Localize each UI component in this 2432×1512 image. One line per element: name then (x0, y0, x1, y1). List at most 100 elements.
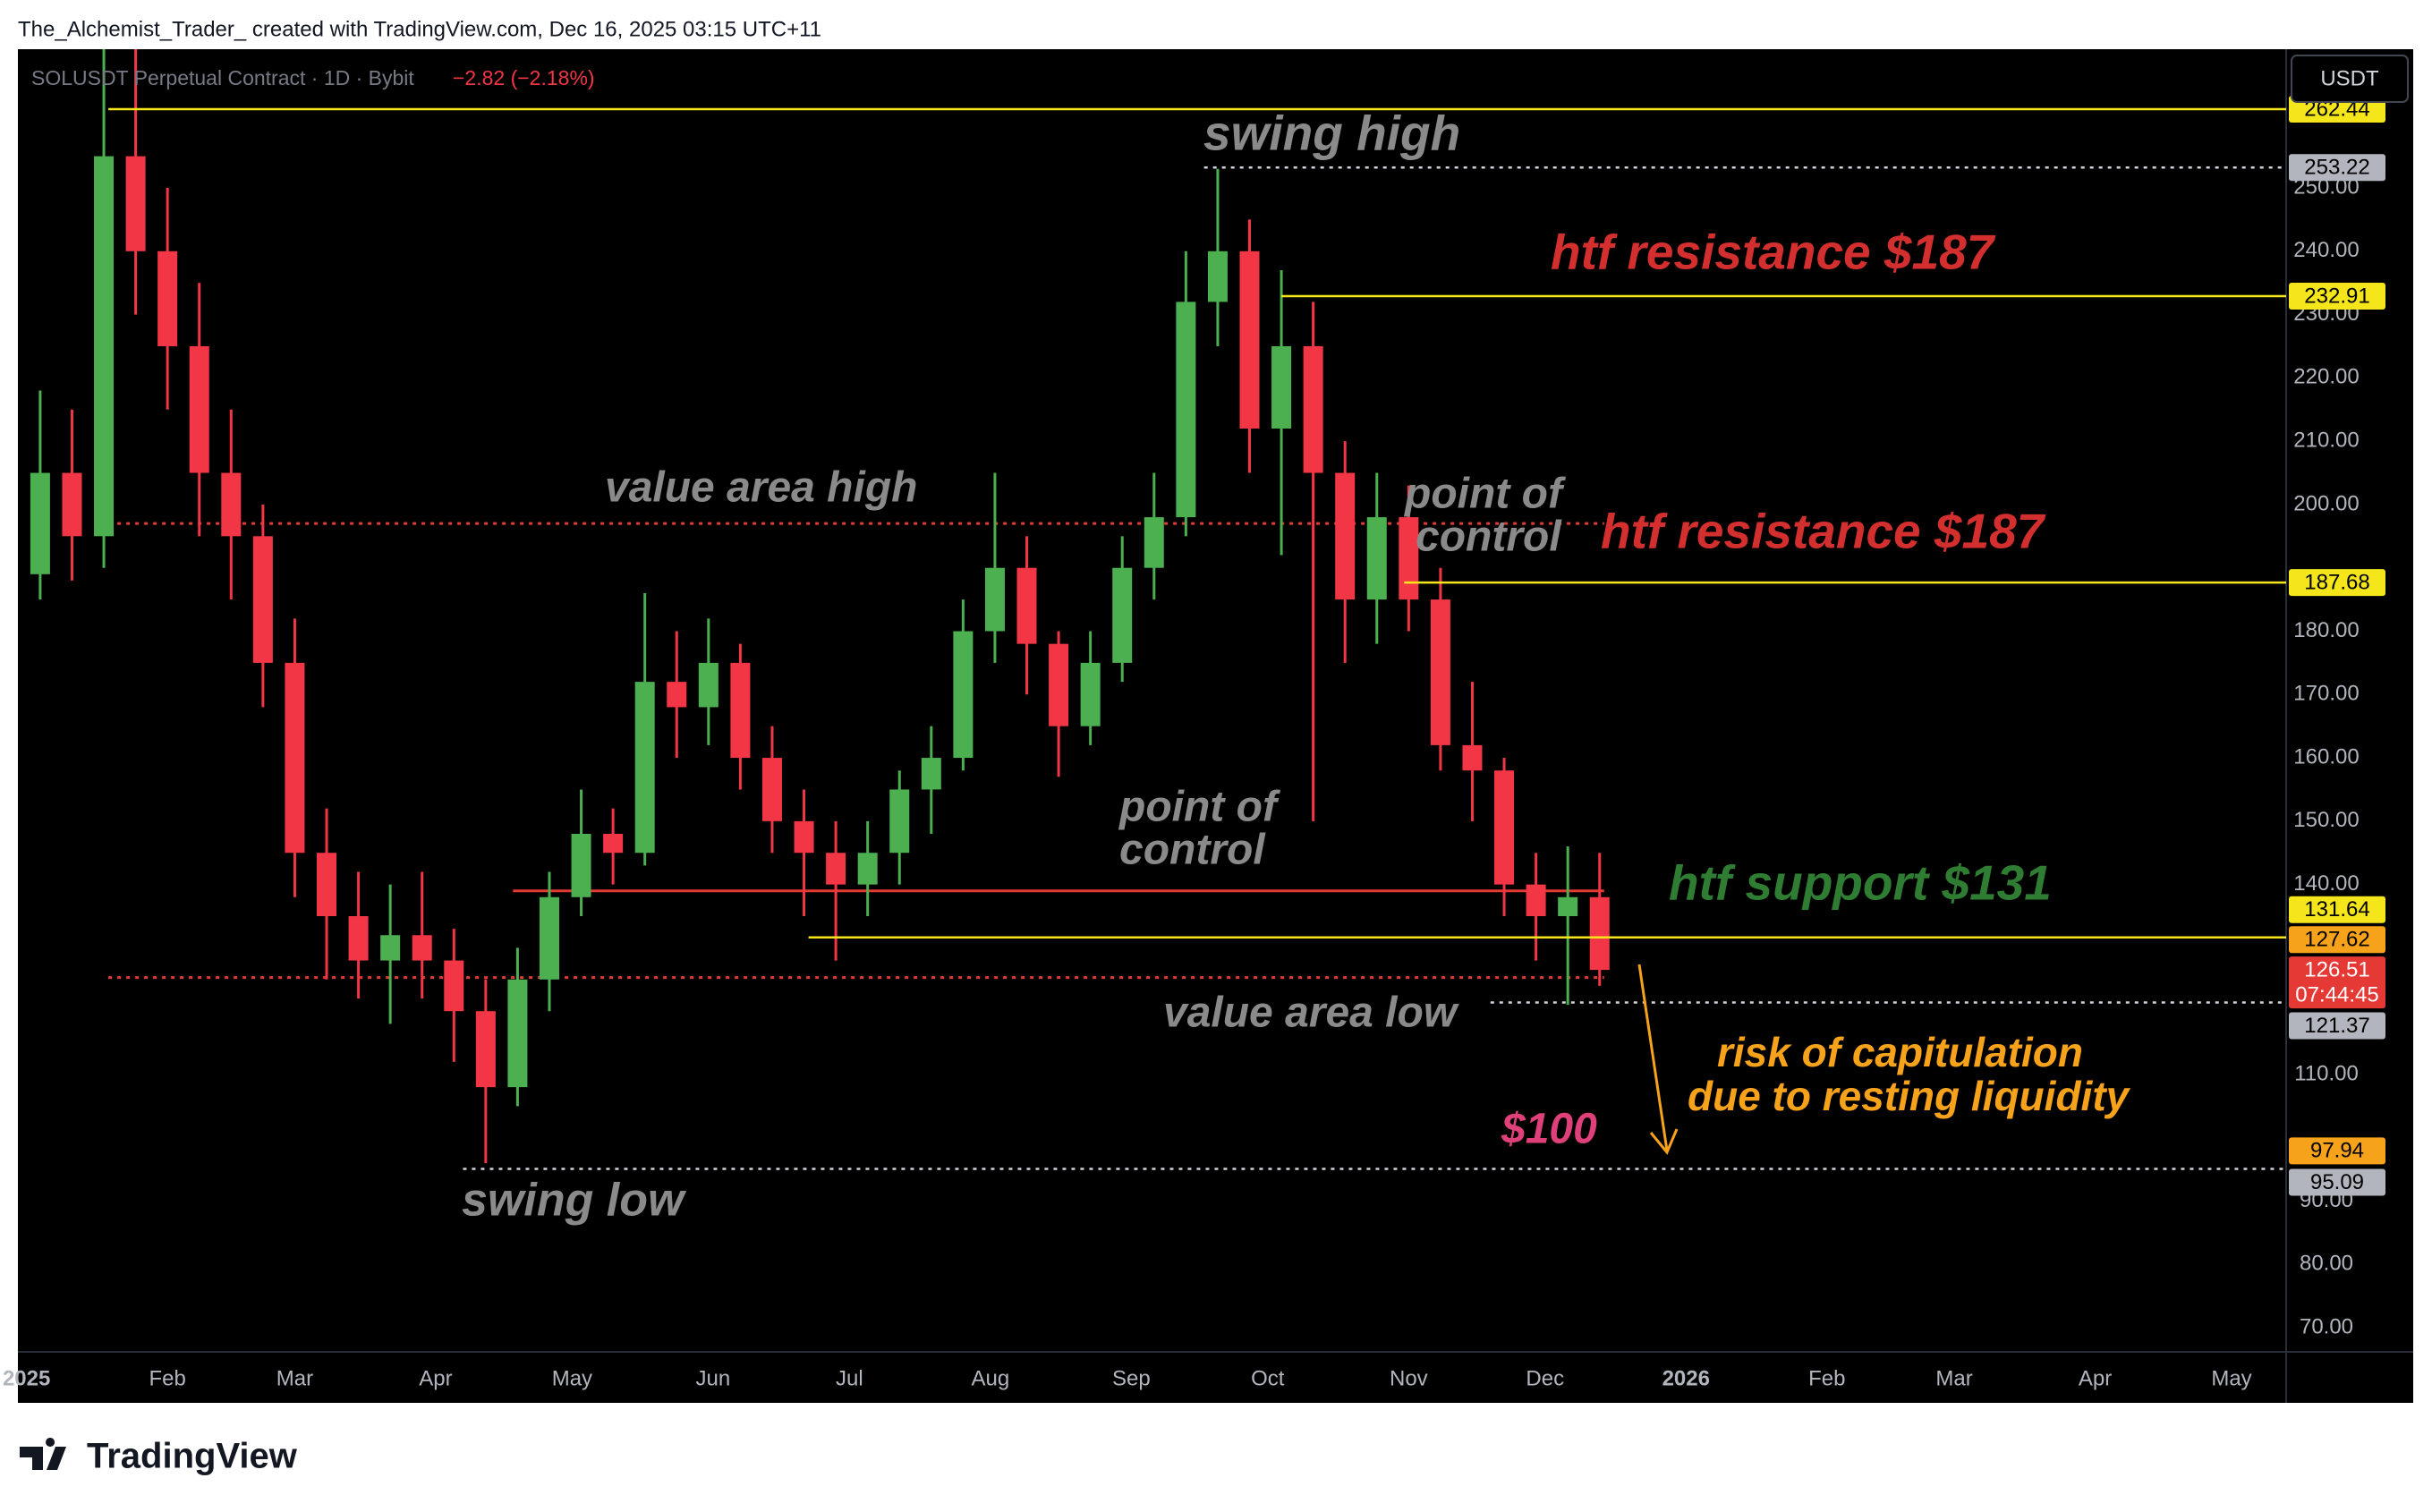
candle-body (412, 935, 432, 961)
annotation: control (1119, 827, 1266, 874)
candle-body (634, 682, 655, 854)
candle-body (189, 345, 209, 473)
candle-body (539, 896, 559, 980)
candle-body (571, 833, 591, 897)
x-tick-label: Dec (1526, 1366, 1564, 1390)
annotation: swing high (1203, 106, 1460, 161)
candle-body (62, 472, 82, 537)
y-tick-label: 110.00 (2294, 1061, 2359, 1085)
capitulation-arrow (1637, 964, 1679, 1155)
x-tick-label: 2026 (1662, 1366, 1710, 1390)
annotation: swing low (462, 1175, 687, 1227)
x-tick-label: Feb (1808, 1366, 1845, 1390)
candle-body (1271, 345, 1292, 429)
candle-body (730, 662, 751, 759)
candle-body (125, 156, 146, 251)
level-label-box (2289, 896, 2385, 923)
annotation: value area high (605, 464, 917, 512)
candle-body (1462, 744, 1483, 771)
x-tick-label: Jun (696, 1366, 731, 1390)
y-tick-label: 180.00 (2293, 618, 2359, 642)
candle-body (157, 251, 178, 346)
level-label-box (2289, 926, 2385, 954)
candle-body (794, 820, 814, 854)
y-tick-label: 80.00 (2300, 1252, 2353, 1276)
x-tick-label: Aug (972, 1366, 1010, 1390)
candle-body (285, 662, 305, 854)
level-label-box (2289, 1012, 2385, 1040)
plot (30, 49, 2286, 1170)
countdown: 07:44:45 (2295, 982, 2378, 1007)
candle-body (1080, 662, 1101, 726)
level-label: 187.68 (2304, 570, 2369, 594)
candle-body (1366, 517, 1387, 600)
symbol: SOLUSDT Perpetual Contract · 1D · Bybit (31, 66, 414, 89)
y-tick-label: 150.00 (2293, 808, 2359, 832)
level-label: 253.22 (2304, 156, 2369, 180)
level-label: 126.51 (2304, 957, 2369, 981)
x-tick-label: 2025 (3, 1366, 50, 1390)
logo-text: TradingView (87, 1437, 298, 1476)
x-tick-label: May (2211, 1366, 2251, 1390)
level-label-box (2289, 1137, 2385, 1165)
annotation: due to resting liquidity (1688, 1073, 2131, 1119)
candle-body (1526, 884, 1546, 917)
candle-body (1303, 345, 1323, 473)
candle-body (1430, 599, 1450, 745)
candle-body (348, 916, 369, 961)
x-tick-label: Sep (1112, 1366, 1151, 1390)
candle-body (507, 979, 528, 1088)
currency-button[interactable] (2291, 55, 2409, 103)
level-label: 121.37 (2304, 1014, 2369, 1038)
candle-body (761, 758, 782, 821)
candle-body (1494, 770, 1515, 885)
x-tick-label: Oct (1251, 1366, 1285, 1390)
level-label: 232.91 (2304, 284, 2369, 308)
candle-body (984, 567, 1005, 632)
candle-body (444, 960, 464, 1012)
level-label: 95.09 (2310, 1170, 2364, 1194)
x-tick-label: Mar (276, 1366, 313, 1390)
candle-body (475, 1011, 496, 1088)
candle-body (1112, 567, 1133, 663)
candle-body (1589, 896, 1610, 971)
level-label: 131.64 (2304, 897, 2369, 922)
annotation: $100 (1501, 1106, 1597, 1153)
annotation: risk of capitulation (1717, 1029, 2083, 1075)
axes: 2025 Feb Mar Apr May Jun Jul Aug Sep Oct Nov Dec 202… (3, 95, 2385, 1390)
candle-body (317, 853, 337, 917)
candle-body (252, 536, 273, 663)
candle-body (953, 631, 974, 759)
annotation: value area low (1163, 990, 1459, 1037)
level-label-box (2289, 154, 2385, 182)
y-tick-label: 220.00 (2293, 365, 2359, 389)
x-tick-label: Jul (836, 1366, 863, 1390)
annotation: htf support $131 (1669, 855, 2052, 911)
level-label-box (2289, 569, 2385, 597)
candle-body (889, 789, 910, 854)
candle-body (1558, 896, 1578, 917)
y-tick-label: 140.00 (2293, 871, 2359, 896)
candle-body (1176, 302, 1196, 518)
candle-body (1016, 567, 1037, 644)
annotation: point of (1403, 471, 1566, 518)
x-tick-label: Mar (1935, 1366, 1972, 1390)
logo-icon (20, 1438, 66, 1470)
candle-body (1144, 517, 1164, 568)
candle-body (857, 853, 878, 885)
credit: The_Alchemist_Trader_ created with Tradi… (18, 17, 821, 41)
y-tick-label: 240.00 (2293, 238, 2359, 262)
level-label-box (2289, 282, 2385, 310)
annotation: htf resistance $187 (1551, 225, 1996, 280)
y-tick-label: 70.00 (2300, 1314, 2353, 1338)
candle-body (380, 935, 401, 961)
candle-body (1049, 643, 1069, 726)
annotation: htf resistance $187 (1601, 504, 2046, 559)
x-tick-label: Apr (419, 1366, 452, 1390)
level-label-box (2289, 1168, 2385, 1196)
candle-body (30, 472, 50, 574)
candle-body (221, 472, 242, 537)
currency[interactable]: USDT (2320, 66, 2379, 90)
